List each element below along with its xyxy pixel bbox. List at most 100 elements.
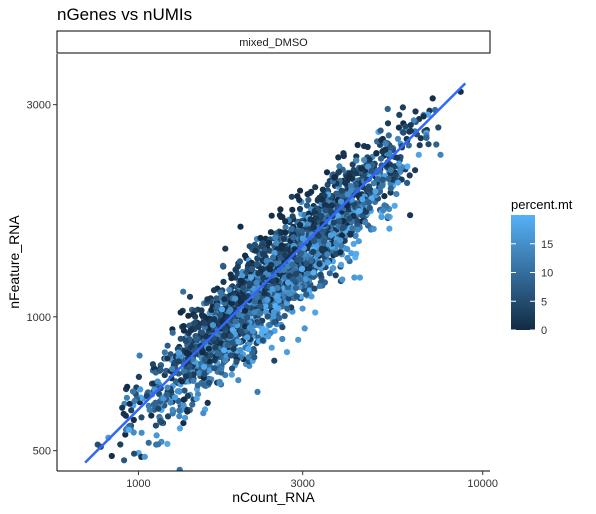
data-point	[312, 184, 319, 191]
data-point	[180, 288, 187, 295]
data-point	[310, 269, 317, 276]
data-point	[238, 318, 245, 325]
data-point	[381, 193, 388, 200]
data-point	[240, 285, 247, 292]
data-point	[339, 225, 346, 232]
data-point	[352, 181, 359, 188]
data-point	[241, 307, 249, 314]
data-point	[302, 276, 309, 283]
data-point	[263, 257, 270, 265]
data-point	[420, 113, 427, 120]
data-point	[349, 161, 356, 168]
data-point	[149, 361, 156, 368]
data-point	[123, 394, 130, 401]
data-point	[282, 229, 289, 236]
data-point	[227, 306, 234, 313]
data-point	[258, 243, 265, 250]
data-point	[400, 129, 407, 136]
data-point	[399, 104, 406, 111]
data-point	[387, 185, 394, 192]
data-point	[322, 207, 329, 214]
data-point	[365, 199, 372, 206]
data-point	[366, 204, 373, 211]
data-point	[344, 191, 351, 198]
data-point	[266, 266, 273, 273]
data-point	[416, 142, 423, 149]
data-point	[246, 280, 253, 287]
data-point	[174, 388, 181, 395]
data-point	[206, 379, 213, 386]
data-point	[246, 324, 253, 331]
data-point	[406, 172, 413, 179]
data-point	[272, 234, 279, 241]
data-point	[271, 319, 278, 326]
data-point	[148, 412, 155, 419]
data-point	[117, 441, 124, 448]
data-point	[303, 260, 310, 267]
y-axis-ticks: 500 1000 3000	[27, 100, 57, 458]
data-point	[222, 357, 229, 364]
data-point	[177, 309, 184, 316]
data-point	[347, 183, 355, 190]
data-point	[270, 308, 278, 315]
data-point	[339, 276, 346, 283]
data-point	[208, 306, 215, 313]
data-point	[137, 386, 144, 393]
data-point	[218, 306, 226, 313]
data-point	[338, 232, 346, 239]
data-point	[193, 335, 200, 342]
data-point	[308, 188, 315, 195]
data-point	[296, 205, 304, 213]
data-point	[299, 305, 306, 312]
data-point	[352, 232, 359, 240]
x-tick-label: 1000	[126, 478, 150, 490]
y-axis-title: nFeature_RNA	[6, 215, 22, 309]
data-point	[222, 245, 229, 252]
data-point	[275, 305, 282, 312]
data-point	[167, 399, 174, 406]
data-point	[364, 163, 372, 170]
data-point	[284, 279, 292, 286]
data-point	[347, 231, 354, 238]
data-point	[273, 239, 280, 246]
data-point	[136, 352, 143, 359]
data-point	[185, 312, 192, 319]
data-point	[235, 338, 242, 345]
data-point	[298, 249, 305, 256]
data-point	[324, 251, 331, 258]
data-point	[146, 406, 153, 413]
data-point	[119, 404, 126, 411]
data-point	[205, 345, 212, 352]
data-point	[229, 365, 236, 372]
data-point	[335, 154, 342, 161]
data-point	[362, 219, 369, 226]
data-point	[274, 284, 281, 291]
data-point	[355, 238, 362, 245]
data-point	[190, 377, 197, 384]
data-point	[193, 395, 200, 402]
data-point	[326, 270, 333, 277]
data-point	[200, 363, 208, 370]
legend-tick-label: 5	[541, 296, 547, 308]
data-point	[240, 294, 247, 301]
data-point	[377, 127, 384, 134]
data-point	[131, 450, 138, 457]
data-point	[259, 250, 267, 258]
data-point	[277, 206, 284, 213]
data-point	[289, 206, 296, 213]
data-point	[253, 261, 260, 268]
data-point	[301, 325, 308, 332]
data-point	[201, 320, 208, 327]
data-point	[180, 402, 187, 409]
data-point	[286, 290, 293, 297]
legend-title: percent.mt	[511, 197, 573, 212]
data-point	[255, 319, 262, 326]
data-point	[412, 108, 419, 115]
data-point	[153, 432, 160, 439]
data-point	[297, 276, 304, 283]
data-point	[404, 179, 411, 186]
data-point	[353, 250, 360, 257]
data-point	[122, 431, 129, 438]
data-point	[204, 399, 211, 406]
data-point	[433, 141, 440, 148]
